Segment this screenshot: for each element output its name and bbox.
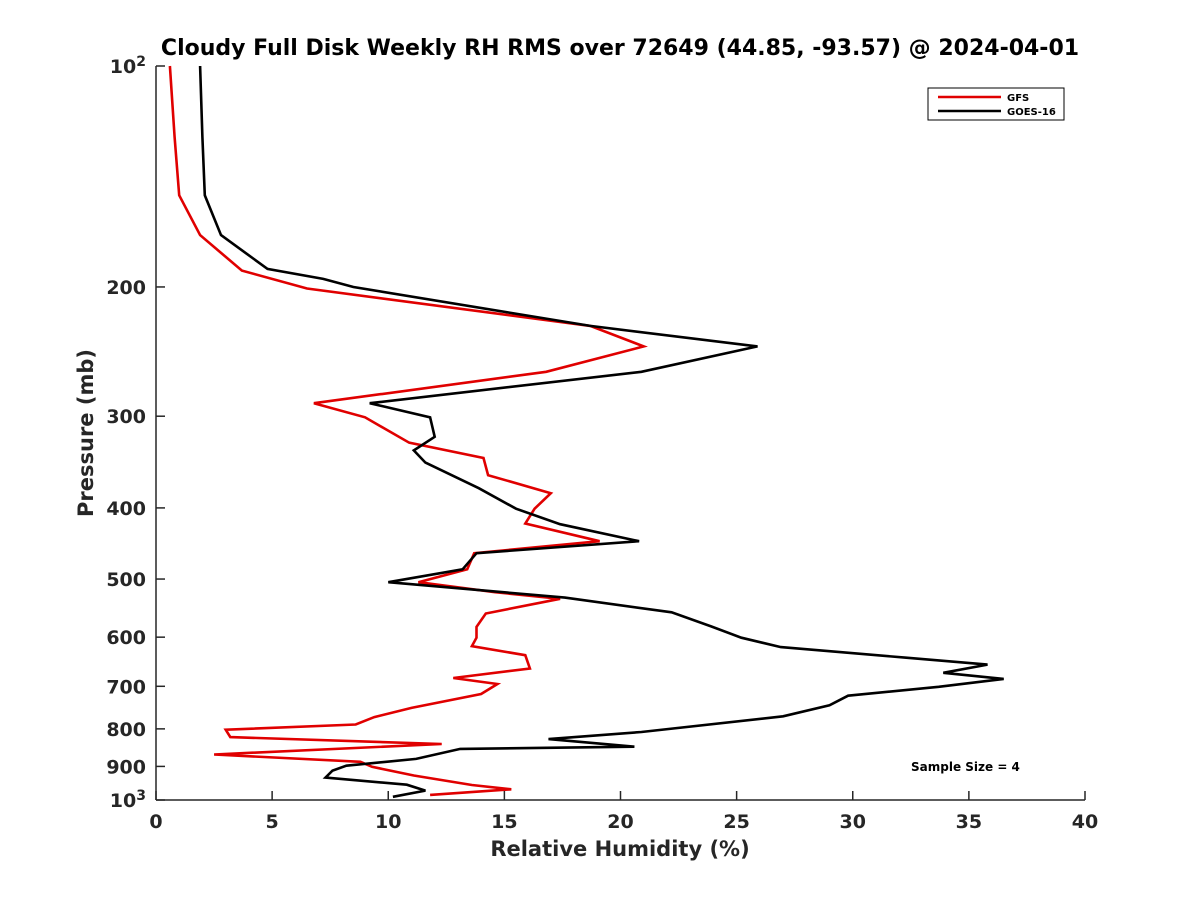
x-tick-label: 5	[266, 811, 279, 833]
y-tick-label-exponent: 3	[136, 788, 146, 804]
series-line-goes-16	[198, 65, 1004, 799]
y-tick-label-base: 400	[106, 498, 146, 520]
y-tick-label-base: 900	[106, 756, 146, 778]
y-tick-label-exponent: 2	[136, 54, 146, 70]
x-axis-title: Relative Humidity (%)	[490, 837, 749, 861]
legend-box	[927, 87, 1065, 121]
sample-size-annotation: Sample Size = 4	[911, 760, 1020, 774]
legend-label-goes16: GOES-16	[1007, 107, 1056, 118]
y-tick-label: 102	[110, 54, 146, 78]
legend: GFS GOES-16	[927, 87, 1065, 121]
plot-frame	[156, 66, 1085, 800]
x-axis-ticks: 0 5 10 15 20 25 30 35 40	[149, 791, 1098, 833]
y-tick-label-base: 200	[106, 277, 146, 299]
y-tick-label: 600	[106, 627, 146, 649]
x-tick-label: 30	[840, 811, 866, 833]
y-tick-label-base: 500	[106, 569, 146, 591]
x-tick-label: 20	[607, 811, 633, 833]
x-tick-label: 25	[723, 811, 749, 833]
x-tick-label: 10	[375, 811, 401, 833]
y-tick-label-base: 10	[110, 790, 136, 812]
y-tick-label: 700	[106, 676, 146, 698]
y-tick-label: 900	[106, 756, 146, 778]
y-tick-label-base: 800	[106, 719, 146, 741]
y-tick-label-base: 300	[106, 406, 146, 428]
x-tick-label: 0	[149, 811, 162, 833]
y-tick-label-base: 10	[110, 56, 136, 78]
legend-label-gfs: GFS	[1007, 93, 1029, 104]
y-tick-label: 800	[106, 719, 146, 741]
y-tick-label: 500	[106, 569, 146, 591]
x-tick-label: 40	[1072, 811, 1098, 833]
y-tick-label: 103	[110, 788, 146, 812]
x-tick-label: 35	[956, 811, 982, 833]
y-tick-label: 300	[106, 406, 146, 428]
y-axis-title: Pressure (mb)	[74, 349, 98, 517]
y-tick-label-base: 600	[106, 627, 146, 649]
chart-title: Cloudy Full Disk Weekly RH RMS over 7264…	[161, 36, 1079, 61]
y-tick-label: 400	[106, 498, 146, 520]
series-line-gfs	[168, 65, 648, 797]
y-tick-label: 200	[106, 277, 146, 299]
x-tick-label: 15	[491, 811, 517, 833]
y-tick-label-base: 700	[106, 676, 146, 698]
series-layer	[168, 65, 1004, 799]
